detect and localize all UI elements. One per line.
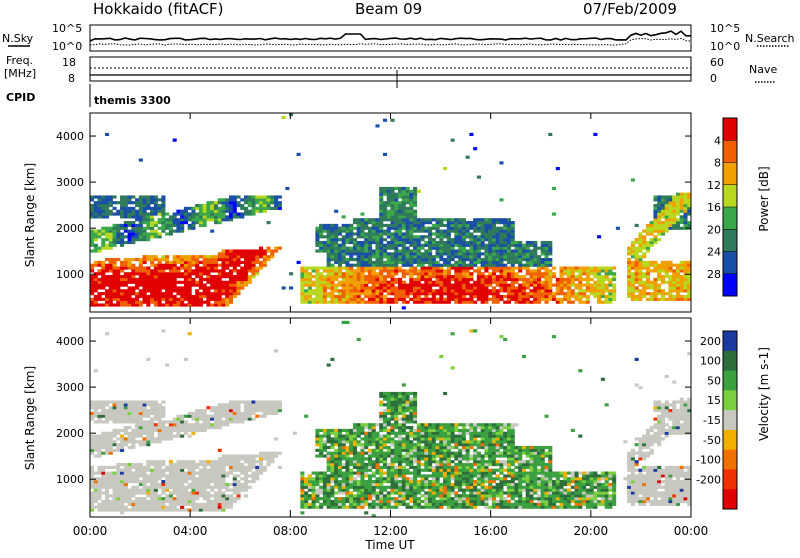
freq-label-2: [MHz]	[4, 67, 36, 80]
station-title: Hokkaido (fitACF)	[93, 0, 224, 18]
y-tick-label: 4000	[56, 130, 84, 143]
y-tick-label: 1000	[56, 473, 84, 486]
beam-label: Beam 09	[355, 0, 422, 18]
y-tick-label: 2000	[56, 222, 84, 235]
cpid-row: CPID themis 3300	[6, 84, 171, 107]
freq-label-1: Freq.	[6, 54, 33, 67]
colorbar-segment	[723, 331, 737, 351]
y-tick-label: 3000	[56, 176, 84, 189]
velocity-cells	[90, 321, 691, 517]
colorbar-segment	[723, 140, 737, 163]
noise-sky-line	[90, 31, 691, 41]
x-tick-label: 20:00	[574, 524, 609, 538]
colorbar-segment	[723, 252, 737, 275]
colorbar-segment	[723, 351, 737, 371]
x-tick-label: 08:00	[273, 524, 308, 538]
colorbar-tick-label: 12	[707, 179, 721, 192]
x-tick-label: 12:00	[373, 524, 408, 538]
colorbar-tick-label: 8	[714, 157, 721, 170]
freq-tick-top: 18	[62, 56, 76, 69]
colorbar-tick-label: -100	[696, 454, 721, 467]
colorbar-segment	[723, 450, 737, 470]
y-tick-label: 4000	[56, 335, 84, 348]
colorbar-segment	[723, 430, 737, 450]
colorbar-segment	[723, 410, 737, 430]
colorbar-segment	[723, 207, 737, 230]
colorbar-tick-label: -50	[703, 434, 721, 447]
velocity-ylabel: Slant Range [km]	[23, 366, 37, 470]
noise-sky-label: N.Sky	[2, 32, 34, 45]
velocity-panel: 1000 2000 3000 4000 Slant Range [km] 00:00 0…	[23, 113, 771, 552]
power-colorbar-label: Power [dB]	[757, 166, 771, 231]
colorbar-segment	[723, 118, 737, 141]
date-label: 07/Feb/2009	[583, 0, 677, 18]
power-colorbar: 4 8 12 16 20 24 28 Power [dB]	[707, 118, 771, 297]
x-tick-label: 16:00	[473, 524, 508, 538]
colorbar-tick-label: 100	[700, 355, 721, 368]
time-xlabel: Time UT	[364, 538, 415, 552]
noise-search-label: N.Search	[745, 32, 795, 45]
freq-panel: Freq. [MHz] 18 8 60 0 Nave	[4, 54, 777, 88]
nave-label: Nave	[749, 63, 777, 76]
colorbar-tick-label: 20	[707, 223, 721, 236]
colorbar-tick-label: 4	[714, 134, 721, 147]
colorbar-tick-label: 50	[707, 374, 721, 387]
colorbar-segment	[723, 185, 737, 208]
colorbar-tick-label: -15	[703, 414, 721, 427]
y-tick-label: 2000	[56, 427, 84, 440]
colorbar-segment	[723, 469, 737, 489]
colorbar-segment	[723, 390, 737, 410]
power-panel: 1000 2000 3000 4000 Slant Range [km] 4 8 12 16…	[23, 113, 771, 312]
cpid-value: themis 3300	[94, 94, 171, 107]
y-tick-label: 3000	[56, 381, 84, 394]
colorbar-segment	[723, 371, 737, 391]
nave-tick-top: 60	[710, 56, 724, 69]
x-tick-label: 00:00	[73, 524, 108, 538]
noise-right-tick-top: 10^5	[710, 22, 740, 35]
colorbar-tick-label: 16	[707, 201, 721, 214]
colorbar-segment	[723, 163, 737, 186]
colorbar-segment	[723, 274, 737, 297]
noise-panel: N.Sky 10^5 10^0 10^5 10^0 N.Search	[2, 22, 795, 53]
colorbar-tick-label: 28	[707, 268, 721, 281]
colorbar-tick-label: -200	[696, 473, 721, 486]
velocity-colorbar: 200 100 50 15 -15 -50 -100 -200 Velocity [m s-1…	[696, 331, 771, 510]
colorbar-tick-label: 200	[700, 335, 721, 348]
colorbar-tick-label: 24	[707, 246, 721, 259]
noise-left-tick-top: 10^5	[52, 22, 82, 35]
colorbar-segment	[723, 489, 737, 509]
velocity-colorbar-label: Velocity [m s-1]	[757, 347, 771, 441]
power-ylabel: Slant Range [km]	[23, 163, 37, 267]
x-tick-label: 00:00	[674, 524, 709, 538]
colorbar-tick-label: 15	[707, 394, 721, 407]
cpid-label: CPID	[6, 91, 35, 104]
x-tick-label: 04:00	[173, 524, 208, 538]
freq-tick-bottom: 8	[68, 72, 75, 85]
nave-tick-bottom: 0	[710, 72, 717, 85]
y-tick-label: 1000	[56, 268, 84, 281]
noise-left-tick-bottom: 10^0	[52, 40, 82, 53]
noise-right-tick-bottom: 10^0	[710, 40, 740, 53]
colorbar-segment	[723, 229, 737, 252]
power-cells	[90, 113, 691, 309]
